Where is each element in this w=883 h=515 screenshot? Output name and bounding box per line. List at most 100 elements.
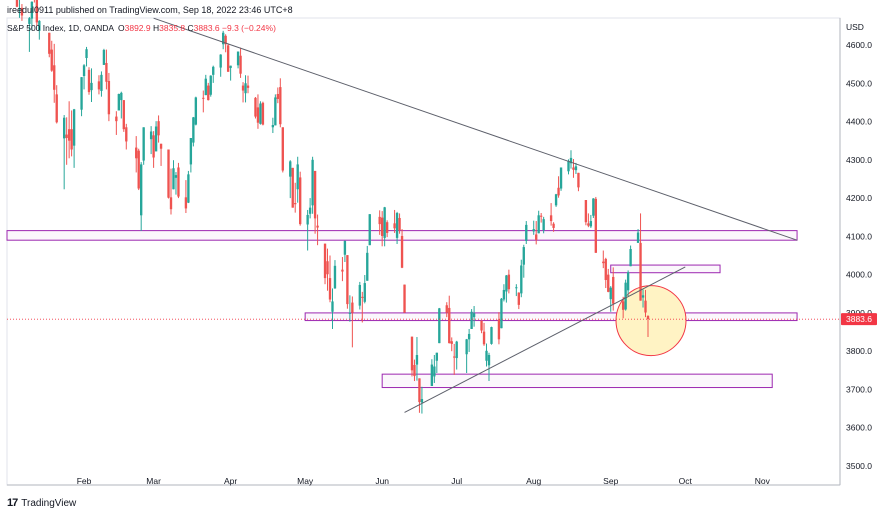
candle-body — [167, 149, 170, 198]
x-tick-label: Sep — [603, 476, 618, 486]
candle-body — [410, 336, 414, 371]
candle-body — [323, 243, 327, 279]
x-tick-label: Jul — [451, 476, 462, 486]
candle-body — [241, 85, 245, 91]
candle-body — [400, 235, 404, 268]
candle-body — [485, 350, 488, 361]
candle-body — [236, 51, 240, 66]
trendline[interactable] — [153, 17, 798, 241]
candle-body — [281, 127, 284, 171]
candle-body — [465, 339, 468, 355]
y-tick-label: 3800.0 — [846, 346, 872, 356]
candle-body — [226, 45, 230, 72]
candle-body — [311, 159, 314, 206]
candle-body — [207, 85, 210, 101]
candle-body — [30, 1, 34, 19]
candle-body — [487, 355, 491, 366]
candle-body — [636, 232, 640, 243]
candle-body — [244, 83, 247, 94]
candle-body — [212, 66, 215, 75]
x-tick-label: Mar — [146, 476, 161, 486]
y-tick-label: 3900.0 — [846, 308, 872, 318]
high-label: H — [153, 23, 160, 33]
candle-body — [572, 167, 575, 170]
candle-body — [308, 207, 312, 214]
candle-body — [259, 103, 262, 124]
candle-body — [363, 283, 366, 302]
candlestick-series — [15, 0, 650, 414]
candle-body — [169, 197, 173, 210]
candle-body — [393, 223, 396, 229]
candle-body — [470, 311, 473, 329]
candle-body — [500, 298, 503, 329]
candle-body — [435, 352, 439, 361]
change-value: −9.3 (−0.24%) — [222, 23, 276, 33]
candle-body — [433, 366, 436, 377]
candle-body — [609, 287, 612, 300]
candle-body — [453, 356, 456, 358]
x-tick-label: Apr — [224, 476, 237, 486]
candle-body — [395, 213, 399, 238]
publisher-name[interactable]: ireedul0911 — [7, 5, 54, 15]
tradingview-logo-icon: 17 — [7, 497, 18, 509]
candle-body — [507, 274, 511, 290]
candle-body — [326, 261, 329, 275]
candle-body — [348, 312, 352, 314]
candle-body — [587, 223, 590, 226]
support-resistance-zone[interactable] — [381, 373, 773, 389]
candle-body — [50, 49, 53, 71]
x-tick-label: Jun — [375, 476, 389, 486]
candle-body — [299, 177, 302, 225]
candle-body — [82, 65, 86, 77]
candle-body — [577, 172, 580, 188]
candle-body — [569, 157, 573, 164]
tradingview-footer[interactable]: 17 TradingView — [7, 497, 76, 509]
candle-body — [276, 93, 280, 99]
candle-body — [38, 20, 41, 31]
highlight-circle — [615, 285, 687, 357]
close-value: 3883.6 — [193, 23, 220, 33]
symbol-name[interactable]: S&P 500 Index, 1D, OANDA — [7, 23, 114, 33]
candle-body — [105, 62, 108, 82]
candle-body — [413, 364, 416, 377]
candle-body — [102, 49, 106, 65]
support-resistance-zone[interactable] — [304, 312, 798, 322]
candle-body — [294, 203, 297, 205]
candle-body — [125, 127, 128, 142]
trendlines[interactable] — [153, 17, 798, 413]
candle-body — [346, 255, 349, 305]
candle-body — [480, 320, 483, 331]
candle-body — [535, 234, 538, 240]
candle-body — [415, 355, 419, 365]
close-label: C — [187, 23, 194, 33]
candle-body — [296, 164, 299, 190]
candle-body — [450, 341, 453, 344]
candle-body — [137, 150, 140, 189]
candle-body — [403, 284, 406, 313]
candle-body — [497, 319, 501, 340]
y-tick-label: 4000.0 — [846, 270, 872, 280]
candle-body — [20, 7, 24, 16]
candle-body — [120, 92, 123, 101]
x-tick-label: Oct — [679, 476, 693, 486]
candle-body — [229, 65, 232, 68]
candle-body — [438, 308, 441, 344]
candle-body — [279, 87, 282, 125]
x-tick-label: May — [297, 476, 314, 486]
candle-body — [149, 131, 153, 140]
candle-body — [67, 129, 71, 141]
x-tick-label: Nov — [755, 476, 771, 486]
trendline[interactable] — [404, 266, 686, 413]
candle-body — [18, 8, 21, 10]
tradingview-brand: TradingView — [21, 497, 77, 509]
candle-body — [646, 315, 650, 320]
y-tick-label: 4400.0 — [846, 117, 872, 127]
support-resistance-zone[interactable] — [610, 264, 721, 274]
candle-body — [80, 77, 83, 110]
y-tick-label: 3500.0 — [846, 461, 872, 471]
candle-body — [602, 261, 605, 264]
y-tick-label: 3700.0 — [846, 384, 872, 394]
candle-body — [549, 215, 553, 222]
candle-body — [539, 215, 543, 217]
